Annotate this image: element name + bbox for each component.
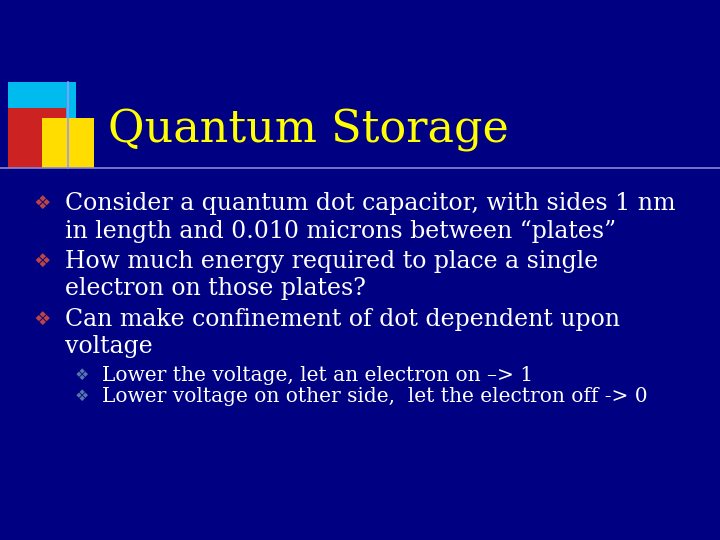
Text: ❖: ❖ [33,310,50,329]
Text: Quantum Storage: Quantum Storage [108,109,509,152]
Text: Consider a quantum dot capacitor, with sides 1 nm
in length and 0.010 microns be: Consider a quantum dot capacitor, with s… [65,192,675,242]
Text: ❖: ❖ [33,194,50,213]
Bar [8,82,76,142]
Text: ❖: ❖ [33,252,50,271]
Text: ❖: ❖ [75,389,89,404]
Text: Lower voltage on other side,  let the electron off -> 0: Lower voltage on other side, let the ele… [102,387,647,406]
Text: How much energy required to place a single
electron on those plates?: How much energy required to place a sing… [65,250,598,300]
Text: Lower the voltage, let an electron on –> 1: Lower the voltage, let an electron on –>… [102,366,533,385]
Text: Can make confinement of dot dependent upon
voltage: Can make confinement of dot dependent up… [65,308,620,359]
Text: ❖: ❖ [75,368,89,383]
Bar [8,108,66,168]
Bar [42,118,94,168]
